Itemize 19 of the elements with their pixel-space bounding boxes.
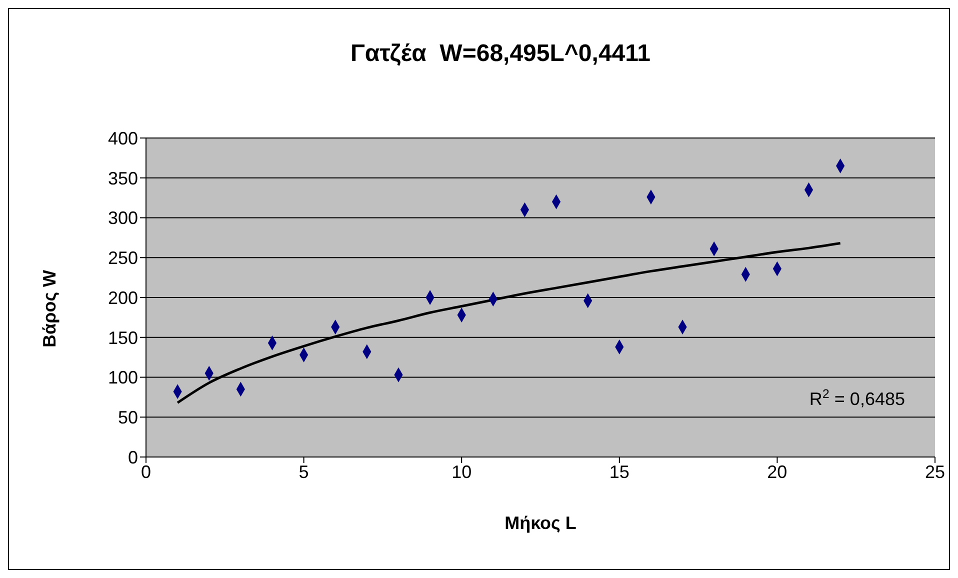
x-tick-label: 20 (767, 462, 788, 482)
x-tick-label: 10 (452, 462, 472, 482)
y-tick-label: 150 (108, 328, 138, 348)
y-tick-label: 350 (108, 168, 138, 188)
x-tick-label: 0 (140, 462, 152, 482)
y-tick-label: 200 (108, 288, 138, 308)
annotation: R$^{2}$ = 0,6485 (809, 387, 905, 409)
y-tick-label: 0 (128, 447, 138, 468)
y-tick-label: 300 (108, 208, 138, 228)
x-tick-label: 15 (609, 462, 630, 482)
y-tick-label: 50 (118, 408, 138, 428)
y-tick-label: 250 (108, 248, 138, 268)
x-tick-label: 5 (298, 462, 309, 482)
x-axis-title: Μήκος L (504, 513, 576, 533)
y-tick-label: 400 (108, 128, 138, 148)
chart-title: Γατζέα W=68,495L^0,4411 (350, 40, 651, 67)
y-tick-label: 100 (108, 368, 138, 388)
x-tick-label: 25 (924, 462, 946, 482)
y-axis-title: Βάρος W (39, 270, 60, 348)
